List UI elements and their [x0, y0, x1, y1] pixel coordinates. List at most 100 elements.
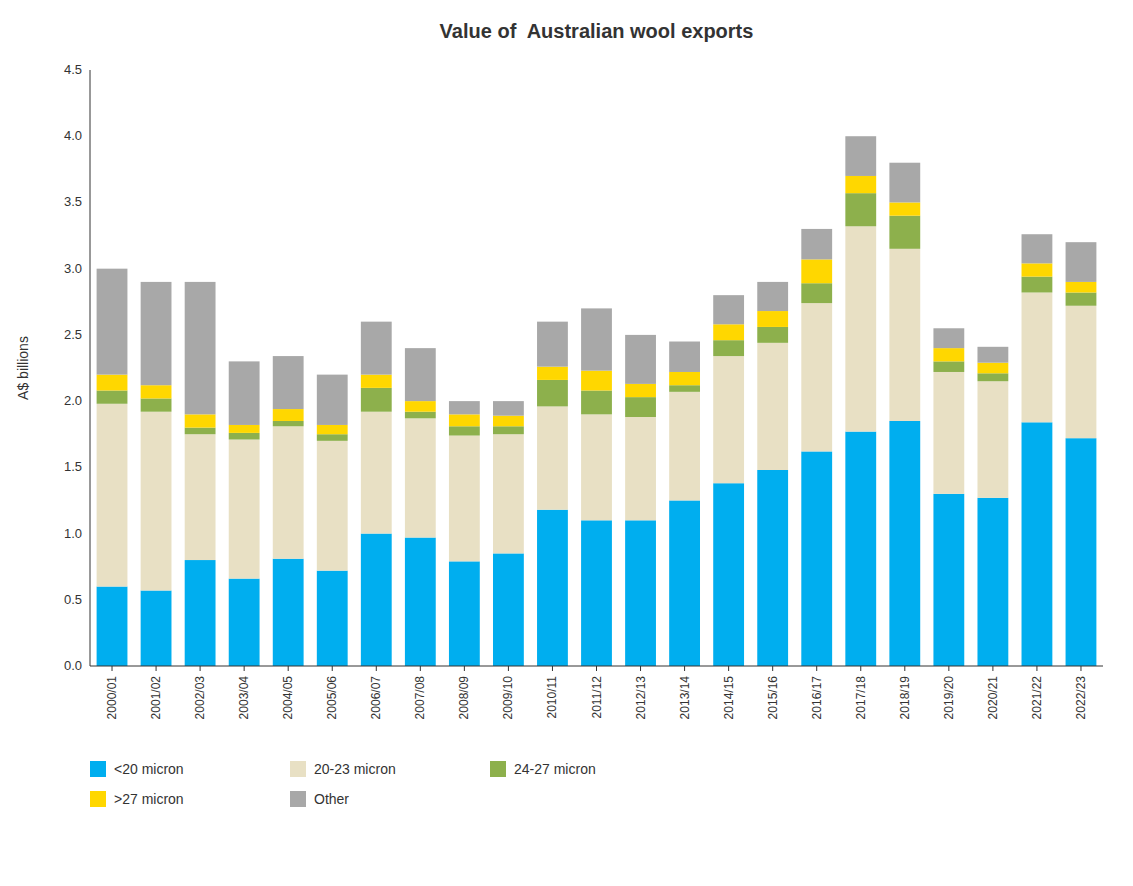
bar-segment — [405, 538, 436, 666]
bar-segment — [273, 421, 304, 426]
bar-segment — [625, 520, 656, 666]
x-tick-label: 2015/16 — [766, 676, 780, 720]
bar-segment — [1022, 263, 1053, 276]
y-tick-label: 1.0 — [64, 526, 82, 541]
bar-segment — [1066, 242, 1097, 282]
bar-segment — [97, 269, 128, 375]
bar-segment — [185, 428, 216, 435]
y-tick-label: 3.0 — [64, 261, 82, 276]
x-tick-label: 2014/15 — [722, 676, 736, 720]
x-tick — [816, 666, 817, 671]
bar-segment — [317, 571, 348, 666]
bar-segment — [713, 483, 744, 666]
bar-segment — [449, 426, 480, 435]
bar-segment — [889, 216, 920, 249]
bar-segment — [229, 361, 260, 425]
bar-segment — [537, 380, 568, 406]
bar-segment — [141, 385, 172, 398]
bar-segment — [449, 436, 480, 562]
bar-segment — [581, 520, 612, 666]
x-tick — [684, 666, 685, 671]
y-tick-label: 4.0 — [64, 128, 82, 143]
x-tick — [552, 666, 553, 671]
bar-segment — [581, 391, 612, 415]
legend-swatch — [90, 791, 106, 807]
bar-segment — [713, 295, 744, 324]
bar-segment — [801, 229, 832, 259]
bar-segment — [977, 373, 1008, 381]
bar-segment — [845, 176, 876, 193]
bar-segment — [889, 421, 920, 666]
bar-segment — [757, 282, 788, 311]
x-tick-label: 2005/06 — [325, 676, 339, 720]
x-tick-label: 2012/13 — [634, 676, 648, 720]
bar-segment — [229, 425, 260, 433]
bar-segment — [669, 385, 700, 392]
x-tick-label: 2021/22 — [1030, 676, 1044, 720]
chart-svg: Value of Australian wool exportsA$ billi… — [0, 0, 1133, 886]
bar-segment — [933, 348, 964, 361]
x-tick-label: 2019/20 — [942, 676, 956, 720]
bar-segment — [449, 414, 480, 426]
bar-segment — [669, 392, 700, 501]
bar-segment — [933, 372, 964, 494]
x-tick — [156, 666, 157, 671]
bar-segment — [317, 441, 348, 571]
x-tick-label: 2022/23 — [1074, 676, 1088, 720]
x-tick — [1036, 666, 1037, 671]
bar-segment — [801, 303, 832, 451]
bar-segment — [845, 136, 876, 176]
bar-segment — [405, 348, 436, 401]
bar-segment — [977, 347, 1008, 363]
bar-segment — [317, 425, 348, 434]
bar-segment — [625, 384, 656, 397]
x-tick-label: 2000/01 — [105, 676, 119, 720]
legend-swatch — [490, 761, 506, 777]
bar-segment — [801, 283, 832, 303]
bar-segment — [493, 553, 524, 666]
x-tick-label: 2003/04 — [237, 676, 251, 720]
x-tick-label: 2013/14 — [678, 676, 692, 720]
bar-segment — [1066, 306, 1097, 438]
bar-segment — [493, 426, 524, 434]
bar-segment — [1022, 293, 1053, 423]
y-tick-label: 2.0 — [64, 393, 82, 408]
bar-segment — [229, 433, 260, 440]
bar-segment — [757, 327, 788, 343]
bar-segment — [889, 163, 920, 203]
x-tick — [640, 666, 641, 671]
x-tick — [1080, 666, 1081, 671]
legend-swatch — [290, 791, 306, 807]
x-tick — [332, 666, 333, 671]
bar-segment — [537, 406, 568, 509]
bar-segment — [361, 388, 392, 412]
x-tick-label: 2017/18 — [854, 676, 868, 720]
bar-segment — [141, 591, 172, 666]
y-tick-label: 0.0 — [64, 658, 82, 673]
bar-segment — [625, 335, 656, 384]
x-tick-label: 2001/02 — [149, 676, 163, 720]
y-tick-label: 0.5 — [64, 592, 82, 607]
legend-label: 20-23 micron — [314, 761, 396, 777]
x-tick-label: 2020/21 — [986, 676, 1000, 720]
x-tick-label: 2007/08 — [413, 676, 427, 720]
series-bars — [97, 176, 1097, 434]
x-tick — [904, 666, 905, 671]
bar-segment — [97, 587, 128, 666]
bar-segment — [845, 193, 876, 226]
bar-segment — [757, 343, 788, 470]
bar-segment — [493, 434, 524, 553]
legend-label: >27 micron — [114, 791, 184, 807]
x-tick-label: 2016/17 — [810, 676, 824, 720]
bar-segment — [317, 434, 348, 441]
x-tick-label: 2009/10 — [501, 676, 515, 720]
x-tick — [420, 666, 421, 671]
bar-segment — [185, 282, 216, 414]
bar-segment — [185, 434, 216, 560]
bar-segment — [361, 375, 392, 388]
legend-label: 24-27 micron — [514, 761, 596, 777]
x-tick-label: 2018/19 — [898, 676, 912, 720]
x-tick-label: 2010/11 — [545, 676, 559, 719]
legend-label: Other — [314, 791, 349, 807]
bar-segment — [97, 391, 128, 404]
